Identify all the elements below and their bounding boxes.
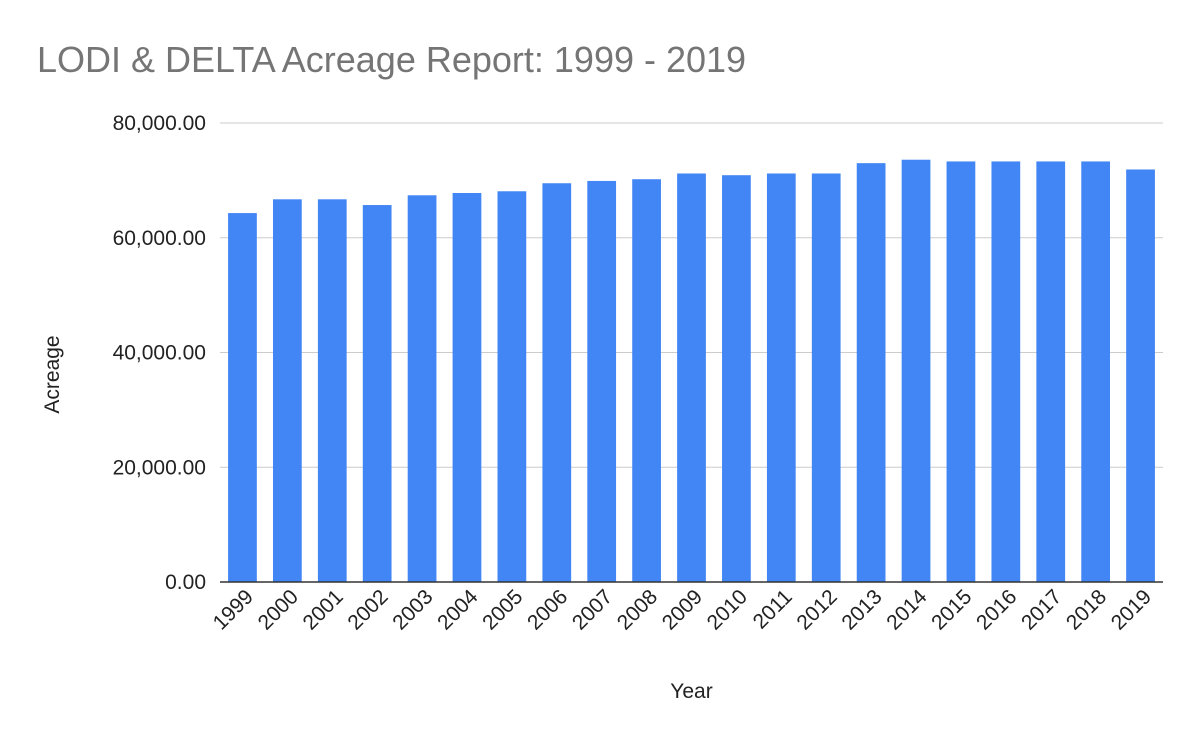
bar-2013 — [856, 163, 886, 582]
bar-2011 — [766, 173, 796, 583]
y-tick-label: 40,000.00 — [113, 342, 206, 365]
x-tick-label: 2007 — [568, 585, 617, 634]
bar-2005 — [497, 191, 527, 582]
bar-2014 — [901, 159, 931, 582]
x-tick-label: 2013 — [837, 585, 886, 634]
bar-2015 — [946, 161, 976, 582]
bar-2000 — [272, 199, 302, 582]
x-axis-ticks: 1999200020012002200320042005200620072008… — [209, 585, 1156, 635]
bar-2001 — [317, 199, 347, 582]
bar-2008 — [632, 179, 661, 583]
x-tick-label: 2009 — [658, 585, 707, 634]
x-tick-label: 2014 — [882, 585, 932, 635]
x-tick-label: 2000 — [254, 585, 303, 634]
y-axis-title: Acreage — [41, 335, 64, 413]
x-tick-label: 2016 — [972, 585, 1021, 634]
y-axis-ticks: 0.00 20,000.00 40,000.00 60,000.00 80,000.00 — [113, 112, 206, 594]
bar-2012 — [811, 173, 841, 583]
bar-2003 — [407, 195, 437, 583]
bar-2019 — [1126, 169, 1155, 582]
y-tick-label: 60,000.00 — [113, 227, 206, 250]
bar-2004 — [452, 192, 482, 582]
x-tick-label: 2018 — [1062, 585, 1111, 634]
bar-2010 — [722, 175, 751, 582]
x-tick-label: 2005 — [478, 585, 527, 634]
y-tick-label: 20,000.00 — [113, 456, 206, 479]
bar-series — [228, 159, 1155, 583]
chart-title: LODI & DELTA Acreage Report: 1999 - 2019 — [37, 39, 747, 80]
x-tick-label: 2011 — [749, 585, 797, 633]
x-tick-label: 2012 — [792, 585, 841, 634]
x-tick-label: 2015 — [927, 585, 976, 634]
x-tick-label: 2003 — [388, 585, 437, 634]
bar-1999 — [228, 213, 257, 583]
x-axis-title: Year — [670, 680, 712, 703]
x-tick-label: 2010 — [703, 585, 752, 634]
bar-2006 — [542, 183, 572, 582]
bar-2009 — [677, 173, 706, 583]
bar-2018 — [1081, 161, 1111, 582]
x-tick-label: 2002 — [343, 585, 392, 634]
y-tick-label: 80,000.00 — [113, 112, 206, 135]
x-tick-label: 2004 — [433, 585, 483, 635]
x-tick-label: 2019 — [1107, 585, 1156, 634]
bar-2016 — [991, 161, 1021, 582]
x-tick-label: 2001 — [298, 585, 347, 634]
y-tick-label: 0.00 — [165, 571, 206, 594]
x-tick-label: 2017 — [1017, 585, 1066, 634]
x-tick-label: 2008 — [613, 585, 662, 634]
x-tick-label: 2006 — [523, 585, 572, 634]
bar-2017 — [1036, 161, 1066, 582]
bar-2007 — [587, 180, 617, 583]
x-tick-label: 1999 — [209, 585, 258, 634]
bar-2002 — [362, 205, 392, 582]
